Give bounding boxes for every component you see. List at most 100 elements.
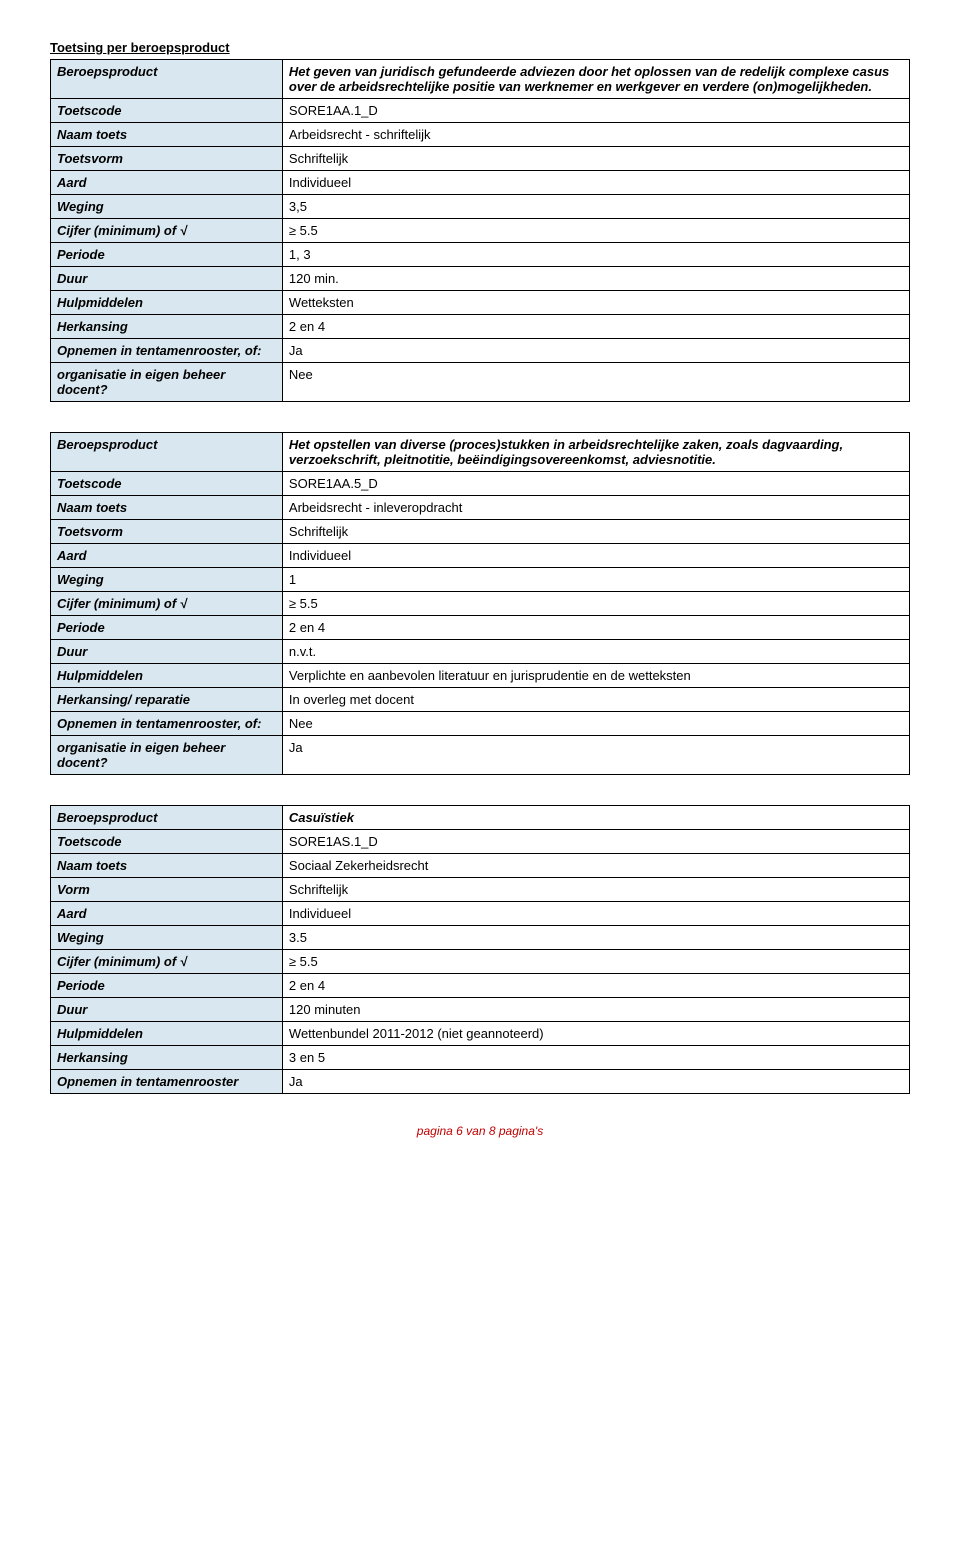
row-label: Cijfer (minimum) of √ [51, 219, 283, 243]
row-value: Ja [282, 1070, 909, 1094]
row-value: Het opstellen van diverse (proces)stukke… [282, 433, 909, 472]
row-label: Beroepsproduct [51, 806, 283, 830]
row-label: Cijfer (minimum) of √ [51, 950, 283, 974]
table-row: Weging3.5 [51, 926, 910, 950]
row-label: Hulpmiddelen [51, 1022, 283, 1046]
table-row: BeroepsproductCasuïstiek [51, 806, 910, 830]
table-row: HulpmiddelenVerplichte en aanbevolen lit… [51, 664, 910, 688]
row-label: Aard [51, 544, 283, 568]
row-value: Arbeidsrecht - inleveropdracht [282, 496, 909, 520]
row-label: Herkansing/ reparatie [51, 688, 283, 712]
assessment-table-3: BeroepsproductCasuïstiek ToetscodeSORE1A… [50, 805, 910, 1094]
table-row: Herkansing2 en 4 [51, 315, 910, 339]
table-row: Opnemen in tentamenrooster, of:Ja [51, 339, 910, 363]
row-value: Schriftelijk [282, 878, 909, 902]
table-row: ToetscodeSORE1AA.1_D [51, 99, 910, 123]
row-label: Cijfer (minimum) of √ [51, 592, 283, 616]
table-row: organisatie in eigen beheer docent?Nee [51, 363, 910, 402]
row-label: Toetscode [51, 830, 283, 854]
row-label: Vorm [51, 878, 283, 902]
row-value: Schriftelijk [282, 147, 909, 171]
table-row: AardIndividueel [51, 171, 910, 195]
row-value: 3 en 5 [282, 1046, 909, 1070]
table-row: Herkansing3 en 5 [51, 1046, 910, 1070]
row-label: Toetscode [51, 99, 283, 123]
assessment-table-1: BeroepsproductHet geven van juridisch ge… [50, 59, 910, 402]
table-row: Weging3,5 [51, 195, 910, 219]
row-label: Duur [51, 267, 283, 291]
row-value: Nee [282, 363, 909, 402]
table-row: ToetscodeSORE1AS.1_D [51, 830, 910, 854]
row-label: Periode [51, 974, 283, 998]
row-label: organisatie in eigen beheer docent? [51, 736, 283, 775]
row-label: Duur [51, 998, 283, 1022]
row-label: Aard [51, 171, 283, 195]
row-label: Weging [51, 926, 283, 950]
table-row: ToetsvormSchriftelijk [51, 147, 910, 171]
row-label: Toetsvorm [51, 520, 283, 544]
row-value: n.v.t. [282, 640, 909, 664]
assessment-table-2: BeroepsproductHet opstellen van diverse … [50, 432, 910, 775]
table-row: Duur120 min. [51, 267, 910, 291]
row-value: 2 en 4 [282, 315, 909, 339]
row-value: Verplichte en aanbevolen literatuur en j… [282, 664, 909, 688]
table-row: ToetscodeSORE1AA.5_D [51, 472, 910, 496]
table-row: BeroepsproductHet opstellen van diverse … [51, 433, 910, 472]
row-label: Opnemen in tentamenrooster, of: [51, 339, 283, 363]
row-label: Toetscode [51, 472, 283, 496]
section-title: Toetsing per beroepsproduct [50, 40, 910, 55]
table-row: Cijfer (minimum) of √≥ 5.5 [51, 950, 910, 974]
row-value: 120 min. [282, 267, 909, 291]
table-row: organisatie in eigen beheer docent?Ja [51, 736, 910, 775]
row-value: SORE1AA.1_D [282, 99, 909, 123]
row-value: ≥ 5.5 [282, 219, 909, 243]
row-value: 1 [282, 568, 909, 592]
row-value: Ja [282, 339, 909, 363]
row-label: Toetsvorm [51, 147, 283, 171]
table-row: Periode1, 3 [51, 243, 910, 267]
row-value: Casuïstiek [282, 806, 909, 830]
row-value: Wetteksten [282, 291, 909, 315]
row-value: 2 en 4 [282, 974, 909, 998]
row-label: Herkansing [51, 315, 283, 339]
row-value: 3.5 [282, 926, 909, 950]
row-label: Herkansing [51, 1046, 283, 1070]
row-label: Opnemen in tentamenrooster [51, 1070, 283, 1094]
row-value: Individueel [282, 544, 909, 568]
table-row: Naam toetsArbeidsrecht - inleveropdracht [51, 496, 910, 520]
table-row: Periode2 en 4 [51, 616, 910, 640]
table-row: Naam toetsSociaal Zekerheidsrecht [51, 854, 910, 878]
table-row: AardIndividueel [51, 902, 910, 926]
page-footer: pagina 6 van 8 pagina's [50, 1124, 910, 1138]
table-row: Duurn.v.t. [51, 640, 910, 664]
row-value: Arbeidsrecht - schriftelijk [282, 123, 909, 147]
table-row: Weging1 [51, 568, 910, 592]
row-value: Schriftelijk [282, 520, 909, 544]
row-value: Wettenbundel 2011-2012 (niet geannoteerd… [282, 1022, 909, 1046]
row-value: Nee [282, 712, 909, 736]
table-row: HulpmiddelenWettenbundel 2011-2012 (niet… [51, 1022, 910, 1046]
table-row: AardIndividueel [51, 544, 910, 568]
table-row: Cijfer (minimum) of √≥ 5.5 [51, 219, 910, 243]
row-value: SORE1AA.5_D [282, 472, 909, 496]
row-value: Het geven van juridisch gefundeerde advi… [282, 60, 909, 99]
table-row: Duur120 minuten [51, 998, 910, 1022]
row-value: 2 en 4 [282, 616, 909, 640]
row-label: Periode [51, 243, 283, 267]
table-row: Naam toetsArbeidsrecht - schriftelijk [51, 123, 910, 147]
row-label: Duur [51, 640, 283, 664]
row-value: Individueel [282, 171, 909, 195]
table-row: BeroepsproductHet geven van juridisch ge… [51, 60, 910, 99]
table-row: Opnemen in tentamenroosterJa [51, 1070, 910, 1094]
table-row: VormSchriftelijk [51, 878, 910, 902]
table-row: Opnemen in tentamenrooster, of:Nee [51, 712, 910, 736]
row-label: Beroepsproduct [51, 433, 283, 472]
row-label: Naam toets [51, 496, 283, 520]
row-label: organisatie in eigen beheer docent? [51, 363, 283, 402]
row-value: Ja [282, 736, 909, 775]
row-value: 3,5 [282, 195, 909, 219]
row-value: Sociaal Zekerheidsrecht [282, 854, 909, 878]
row-value: SORE1AS.1_D [282, 830, 909, 854]
row-label: Naam toets [51, 854, 283, 878]
row-value: ≥ 5.5 [282, 592, 909, 616]
